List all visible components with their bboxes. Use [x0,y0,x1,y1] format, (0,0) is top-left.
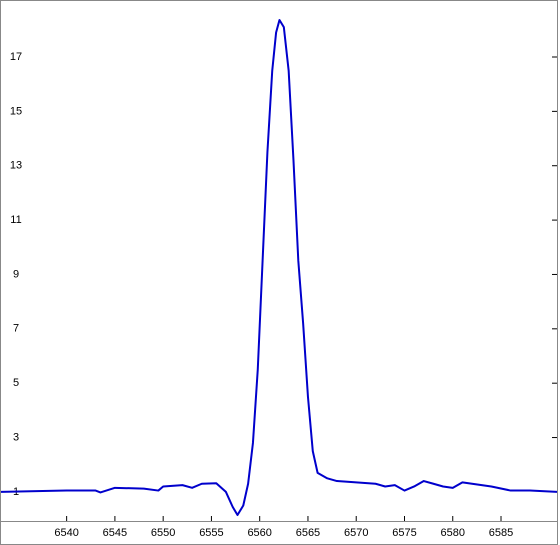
x-tick-label: 6580 [441,527,465,539]
x-tick-label: 6545 [103,527,127,539]
x-tick-label: 6575 [392,527,416,539]
x-tick-label: 6585 [489,527,513,539]
x-tick-label: 6550 [151,527,175,539]
y-tick-label: 11 [10,214,21,226]
y-tick-label: 17 [10,51,22,63]
spectrum-line [0,19,558,517]
x-tick-label: 6555 [199,527,223,539]
x-tick-label: 6560 [247,527,271,539]
y-tick-label: 7 [13,323,19,335]
y-tick-label: 15 [10,105,22,117]
x-tick-label: 6565 [296,527,320,539]
y-tick-label: 13 [10,160,22,172]
y-tick-label: 9 [13,268,19,280]
y-tick-label: 3 [13,431,19,443]
y-tick-label: 5 [13,377,19,389]
x-tick-label: 6570 [344,527,368,539]
plot-frame [0,0,558,522]
x-tick-label: 6540 [54,527,78,539]
